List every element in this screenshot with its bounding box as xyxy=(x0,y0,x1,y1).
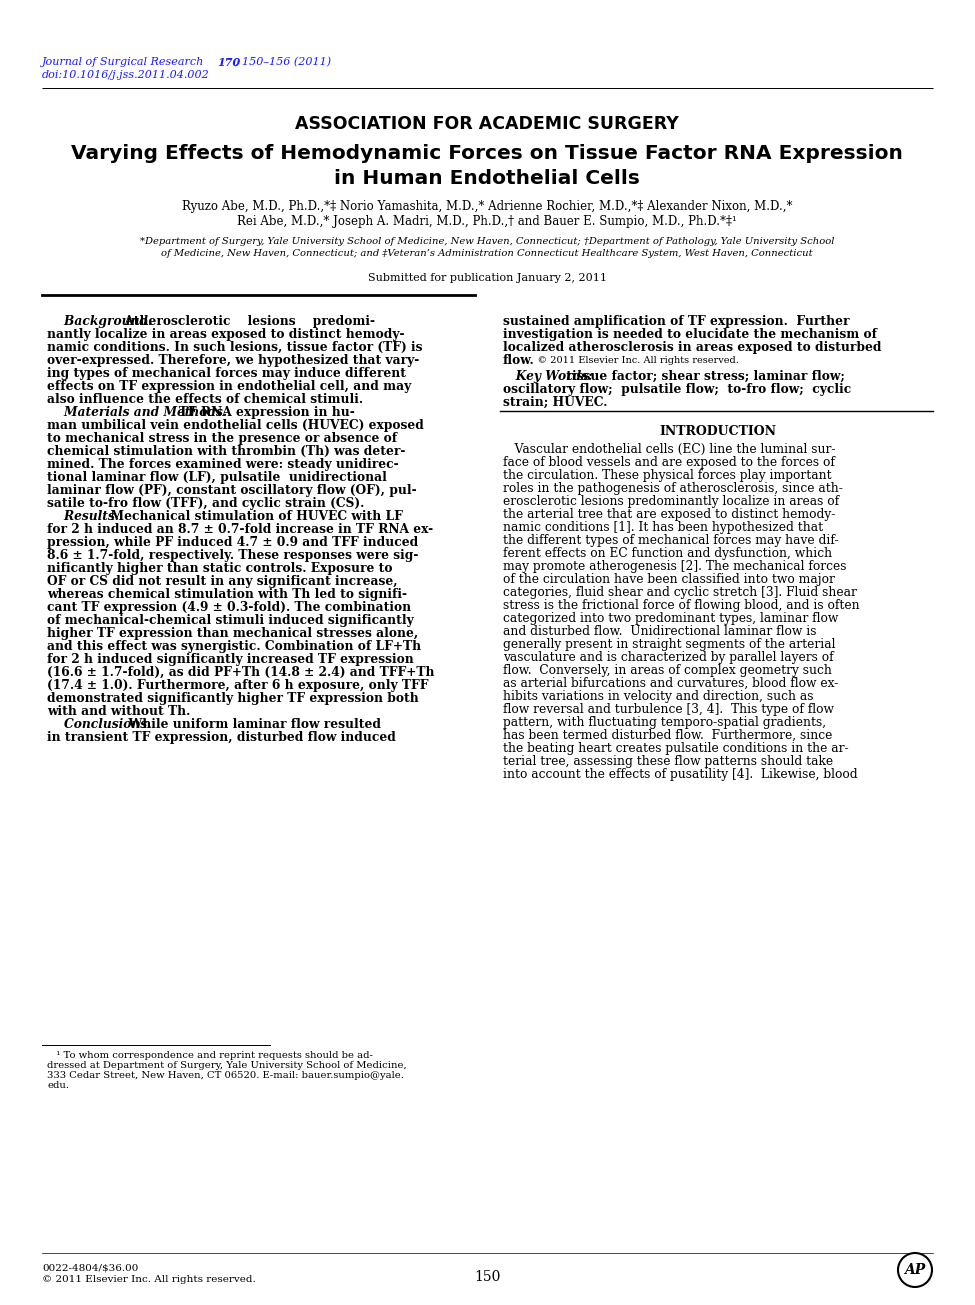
Text: face of blood vessels and are exposed to the forces of: face of blood vessels and are exposed to… xyxy=(503,455,835,468)
Text: and disturbed flow.  Unidirectional laminar flow is: and disturbed flow. Unidirectional lamin… xyxy=(503,625,816,638)
Text: *Department of Surgery, Yale University School of Medicine, New Haven, Connectic: *Department of Surgery, Yale University … xyxy=(139,238,835,247)
Text: namic conditions [1]. It has been hypothesized that: namic conditions [1]. It has been hypoth… xyxy=(503,521,823,534)
Text: dressed at Department of Surgery, Yale University School of Medicine,: dressed at Department of Surgery, Yale U… xyxy=(47,1061,407,1070)
Text: ASSOCIATION FOR ACADEMIC SURGERY: ASSOCIATION FOR ACADEMIC SURGERY xyxy=(295,115,679,133)
Text: terial tree, assessing these flow patterns should take: terial tree, assessing these flow patter… xyxy=(503,756,833,769)
Text: for 2 h induced an 8.7 ± 0.7-fold increase in TF RNA ex-: for 2 h induced an 8.7 ± 0.7-fold increa… xyxy=(47,523,433,536)
Text: tional laminar flow (LF), pulsatile  unidirectional: tional laminar flow (LF), pulsatile unid… xyxy=(47,471,387,484)
Text: the different types of mechanical forces may have dif-: the different types of mechanical forces… xyxy=(503,534,838,547)
Text: (17.4 ± 1.0). Furthermore, after 6 h exposure, only TFF: (17.4 ± 1.0). Furthermore, after 6 h exp… xyxy=(47,679,428,692)
Text: strain; HUVEC.: strain; HUVEC. xyxy=(503,395,607,408)
Text: , 150–156 (2011): , 150–156 (2011) xyxy=(235,57,332,68)
Text: While uniform laminar flow resulted: While uniform laminar flow resulted xyxy=(120,718,381,731)
Text: satile to-fro flow (TFF), and cyclic strain (CS).: satile to-fro flow (TFF), and cyclic str… xyxy=(47,497,365,510)
Text: of the circulation have been classified into two major: of the circulation have been classified … xyxy=(503,573,835,586)
Text: of Medicine, New Haven, Connecticut; and ‡Veteran’s Administration Connecticut H: of Medicine, New Haven, Connecticut; and… xyxy=(161,249,813,258)
Text: hibits variations in velocity and direction, such as: hibits variations in velocity and direct… xyxy=(503,690,813,703)
Text: 333 Cedar Street, New Haven, CT 06520. E-mail: bauer.sumpio@yale.: 333 Cedar Street, New Haven, CT 06520. E… xyxy=(47,1071,404,1081)
Text: chemical stimulation with thrombin (Th) was deter-: chemical stimulation with thrombin (Th) … xyxy=(47,445,406,458)
Text: of mechanical-chemical stimuli induced significantly: of mechanical-chemical stimuli induced s… xyxy=(47,613,413,626)
Text: Varying Effects of Hemodynamic Forces on Tissue Factor RNA Expression: Varying Effects of Hemodynamic Forces on… xyxy=(71,144,903,163)
Text: investigation is needed to elucidate the mechanism of: investigation is needed to elucidate the… xyxy=(503,328,877,341)
Text: in transient TF expression, disturbed flow induced: in transient TF expression, disturbed fl… xyxy=(47,731,396,744)
Text: the beating heart creates pulsatile conditions in the ar-: the beating heart creates pulsatile cond… xyxy=(503,743,848,756)
Text: cant TF expression (4.9 ± 0.3-fold). The combination: cant TF expression (4.9 ± 0.3-fold). The… xyxy=(47,602,411,613)
Text: man umbilical vein endothelial cells (HUVEC) exposed: man umbilical vein endothelial cells (HU… xyxy=(47,419,424,432)
Text: TF RNA expression in hu-: TF RNA expression in hu- xyxy=(166,406,355,419)
Text: Submitted for publication January 2, 2011: Submitted for publication January 2, 201… xyxy=(368,273,606,283)
Text: ¹ To whom correspondence and reprint requests should be ad-: ¹ To whom correspondence and reprint req… xyxy=(47,1051,372,1060)
Text: over-expressed. Therefore, we hypothesized that vary-: over-expressed. Therefore, we hypothesiz… xyxy=(47,354,419,367)
Text: the circulation. These physical forces play important: the circulation. These physical forces p… xyxy=(503,468,832,482)
Text: Journal of Surgical Research: Journal of Surgical Research xyxy=(42,57,208,67)
Text: Vascular endothelial cells (EC) line the luminal sur-: Vascular endothelial cells (EC) line the… xyxy=(503,442,836,455)
Text: generally present in straight segments of the arterial: generally present in straight segments o… xyxy=(503,638,836,651)
Text: flow reversal and turbulence [3, 4].  This type of flow: flow reversal and turbulence [3, 4]. Thi… xyxy=(503,703,834,716)
Text: ing types of mechanical forces may induce different: ing types of mechanical forces may induc… xyxy=(47,367,406,380)
Text: pattern, with fluctuating temporo-spatial gradients,: pattern, with fluctuating temporo-spatia… xyxy=(503,716,826,729)
Text: Rei Abe, M.D.,* Joseph A. Madri, M.D., Ph.D.,† and Bauer E. Sumpio, M.D., Ph.D.*: Rei Abe, M.D.,* Joseph A. Madri, M.D., P… xyxy=(237,215,737,228)
Text: 0022-4804/$36.00: 0022-4804/$36.00 xyxy=(42,1263,138,1272)
Text: and this effect was synergistic. Combination of LF+Th: and this effect was synergistic. Combina… xyxy=(47,639,421,652)
Text: whereas chemical stimulation with Th led to signifi-: whereas chemical stimulation with Th led… xyxy=(47,589,407,602)
Text: 8.6 ± 1.7-fold, respectively. These responses were sig-: 8.6 ± 1.7-fold, respectively. These resp… xyxy=(47,549,418,562)
Text: flow.: flow. xyxy=(503,354,534,367)
Text: mined. The forces examined were: steady unidirec-: mined. The forces examined were: steady … xyxy=(47,458,399,471)
Text: the arterial tree that are exposed to distinct hemody-: the arterial tree that are exposed to di… xyxy=(503,508,836,521)
Text: stress is the frictional force of flowing blood, and is often: stress is the frictional force of flowin… xyxy=(503,599,860,612)
Text: Background.: Background. xyxy=(47,315,152,328)
Text: INTRODUCTION: INTRODUCTION xyxy=(659,425,776,438)
Text: vasculature and is characterized by parallel layers of: vasculature and is characterized by para… xyxy=(503,651,834,664)
Text: to mechanical stress in the presence or absence of: to mechanical stress in the presence or … xyxy=(47,432,397,445)
Text: erosclerotic lesions predominantly localize in areas of: erosclerotic lesions predominantly local… xyxy=(503,495,839,508)
Text: doi:10.1016/j.jss.2011.04.002: doi:10.1016/j.jss.2011.04.002 xyxy=(42,70,210,80)
Text: oscillatory flow;  pulsatile flow;  to-fro flow;  cyclic: oscillatory flow; pulsatile flow; to-fro… xyxy=(503,382,851,395)
Text: for 2 h induced significantly increased TF expression: for 2 h induced significantly increased … xyxy=(47,652,413,666)
Text: ferent effects on EC function and dysfunction, which: ferent effects on EC function and dysfun… xyxy=(503,547,832,560)
Text: categorized into two predominant types, laminar flow: categorized into two predominant types, … xyxy=(503,612,838,625)
Text: 150: 150 xyxy=(474,1270,500,1284)
Text: © 2011 Elsevier Inc. All rights reserved.: © 2011 Elsevier Inc. All rights reserved… xyxy=(528,356,739,365)
Text: edu.: edu. xyxy=(47,1081,69,1090)
Text: Atherosclerotic    lesions    predomi-: Atherosclerotic lesions predomi- xyxy=(116,315,374,328)
Text: nantly localize in areas exposed to distinct hemody-: nantly localize in areas exposed to dist… xyxy=(47,328,405,341)
Text: localized atherosclerosis in areas exposed to disturbed: localized atherosclerosis in areas expos… xyxy=(503,341,881,354)
Text: Ryuzo Abe, M.D., Ph.D.,*‡ Norio Yamashita, M.D.,* Adrienne Rochier, M.D.,*‡ Alex: Ryuzo Abe, M.D., Ph.D.,*‡ Norio Yamashit… xyxy=(181,200,793,213)
Text: in Human Endothelial Cells: in Human Endothelial Cells xyxy=(334,170,640,188)
Text: laminar flow (PF), constant oscillatory flow (OF), pul-: laminar flow (PF), constant oscillatory … xyxy=(47,484,416,497)
Text: sustained amplification of TF expression.  Further: sustained amplification of TF expression… xyxy=(503,315,849,328)
Text: demonstrated significantly higher TF expression both: demonstrated significantly higher TF exp… xyxy=(47,692,418,705)
Text: 170: 170 xyxy=(217,57,240,68)
Text: Conclusions.: Conclusions. xyxy=(47,718,151,731)
Text: nificantly higher than static controls. Exposure to: nificantly higher than static controls. … xyxy=(47,562,393,576)
Text: Key Words:: Key Words: xyxy=(503,371,593,382)
Text: higher TF expression than mechanical stresses alone,: higher TF expression than mechanical str… xyxy=(47,626,418,639)
Text: Results.: Results. xyxy=(47,510,119,523)
Text: into account the effects of pusatility [4].  Likewise, blood: into account the effects of pusatility [… xyxy=(503,769,858,780)
Text: roles in the pathogenesis of atherosclerosis, since ath-: roles in the pathogenesis of atheroscler… xyxy=(503,482,842,495)
Text: with and without Th.: with and without Th. xyxy=(47,705,190,718)
Text: OF or CS did not result in any significant increase,: OF or CS did not result in any significa… xyxy=(47,576,398,589)
Text: namic conditions. In such lesions, tissue factor (TF) is: namic conditions. In such lesions, tissu… xyxy=(47,341,422,354)
Text: pression, while PF induced 4.7 ± 0.9 and TFF induced: pression, while PF induced 4.7 ± 0.9 and… xyxy=(47,536,418,549)
Text: may promote atherogenesis [2]. The mechanical forces: may promote atherogenesis [2]. The mecha… xyxy=(503,560,846,573)
Text: © 2011 Elsevier Inc. All rights reserved.: © 2011 Elsevier Inc. All rights reserved… xyxy=(42,1275,255,1284)
Text: as arterial bifurcations and curvatures, blood flow ex-: as arterial bifurcations and curvatures,… xyxy=(503,677,838,690)
Text: has been termed disturbed flow.  Furthermore, since: has been termed disturbed flow. Furtherm… xyxy=(503,729,833,743)
Text: categories, fluid shear and cyclic stretch [3]. Fluid shear: categories, fluid shear and cyclic stret… xyxy=(503,586,857,599)
Text: Mechanical stimulation of HUVEC with LF: Mechanical stimulation of HUVEC with LF xyxy=(102,510,403,523)
Text: flow.  Conversely, in areas of complex geometry such: flow. Conversely, in areas of complex ge… xyxy=(503,664,832,677)
Text: Materials and Methods.: Materials and Methods. xyxy=(47,406,227,419)
Text: AP: AP xyxy=(905,1263,925,1278)
Text: tissue factor; shear stress; laminar flow;: tissue factor; shear stress; laminar flo… xyxy=(563,371,845,382)
Text: effects on TF expression in endothelial cell, and may: effects on TF expression in endothelial … xyxy=(47,380,411,393)
Text: also influence the effects of chemical stimuli.: also influence the effects of chemical s… xyxy=(47,393,363,406)
Text: (16.6 ± 1.7-fold), as did PF+Th (14.8 ± 2.4) and TFF+Th: (16.6 ± 1.7-fold), as did PF+Th (14.8 ± … xyxy=(47,666,435,679)
